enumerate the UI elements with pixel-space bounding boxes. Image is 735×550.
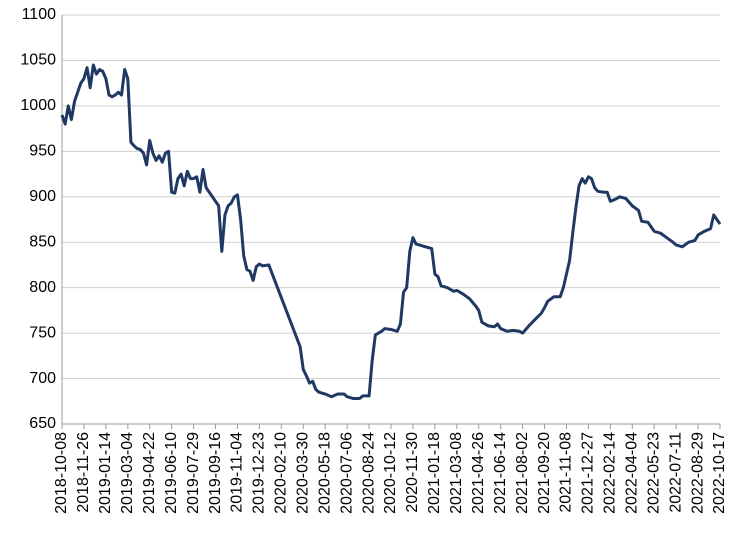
x-tick-label: 2019-09-16 bbox=[207, 432, 224, 514]
y-tick-label: 850 bbox=[29, 233, 56, 250]
x-tick-label: 2022-07-11 bbox=[667, 432, 684, 513]
x-tick-label: 2018-10-08 bbox=[53, 432, 70, 514]
x-tick-label: 2020-10-12 bbox=[382, 432, 399, 514]
y-tick-label: 1100 bbox=[22, 6, 57, 23]
x-tick-label: 2022-08-29 bbox=[689, 432, 706, 514]
x-tick-label: 2021-06-14 bbox=[492, 432, 509, 514]
y-tick-label: 1050 bbox=[20, 52, 56, 69]
x-tick-label: 2020-02-10 bbox=[273, 432, 290, 514]
x-tick-label: 2020-08-24 bbox=[360, 432, 377, 514]
y-tick-label: 800 bbox=[29, 279, 56, 296]
x-tick-label: 2022-04-04 bbox=[623, 432, 640, 514]
x-tick-label: 2021-03-08 bbox=[448, 432, 465, 514]
x-tick-label: 2022-05-23 bbox=[645, 432, 662, 514]
x-tick-label: 2019-07-29 bbox=[185, 432, 202, 514]
y-tick-label: 900 bbox=[29, 188, 56, 205]
x-tick-label: 2021-08-02 bbox=[514, 432, 531, 514]
x-tick-label: 2019-06-10 bbox=[163, 432, 180, 514]
y-tick-label: 1000 bbox=[20, 97, 56, 114]
x-tick-label: 2021-01-18 bbox=[426, 432, 443, 514]
y-tick-label: 650 bbox=[29, 415, 56, 432]
x-tick-label: 2020-11-30 bbox=[404, 432, 421, 513]
x-tick-label: 2021-09-20 bbox=[536, 432, 553, 514]
x-tick-label: 2019-11-04 bbox=[229, 432, 246, 513]
x-tick-label: 2020-03-30 bbox=[294, 432, 311, 514]
x-tick-label: 2021-04-26 bbox=[470, 432, 487, 514]
x-tick-label: 2022-10-17 bbox=[711, 432, 728, 514]
x-tick-label: 2018-11-26 bbox=[75, 432, 92, 513]
x-tick-label: 2022-02-14 bbox=[602, 432, 619, 514]
data-line bbox=[60, 63, 722, 401]
x-tick-label: 2019-03-04 bbox=[119, 432, 136, 514]
y-tick-label: 750 bbox=[29, 324, 56, 341]
x-tick-label: 2019-01-14 bbox=[97, 432, 114, 514]
x-tick-label: 2021-11-08 bbox=[558, 432, 575, 513]
x-tick-label: 2019-12-23 bbox=[251, 432, 268, 514]
y-tick-label: 950 bbox=[29, 143, 56, 160]
x-tick-label: 2021-12-27 bbox=[580, 432, 597, 514]
x-tick-label: 2020-05-18 bbox=[316, 432, 333, 514]
x-tick-label: 2020-07-06 bbox=[338, 432, 355, 514]
y-tick-label: 700 bbox=[29, 370, 56, 387]
x-tick-label: 2019-04-22 bbox=[141, 432, 158, 514]
